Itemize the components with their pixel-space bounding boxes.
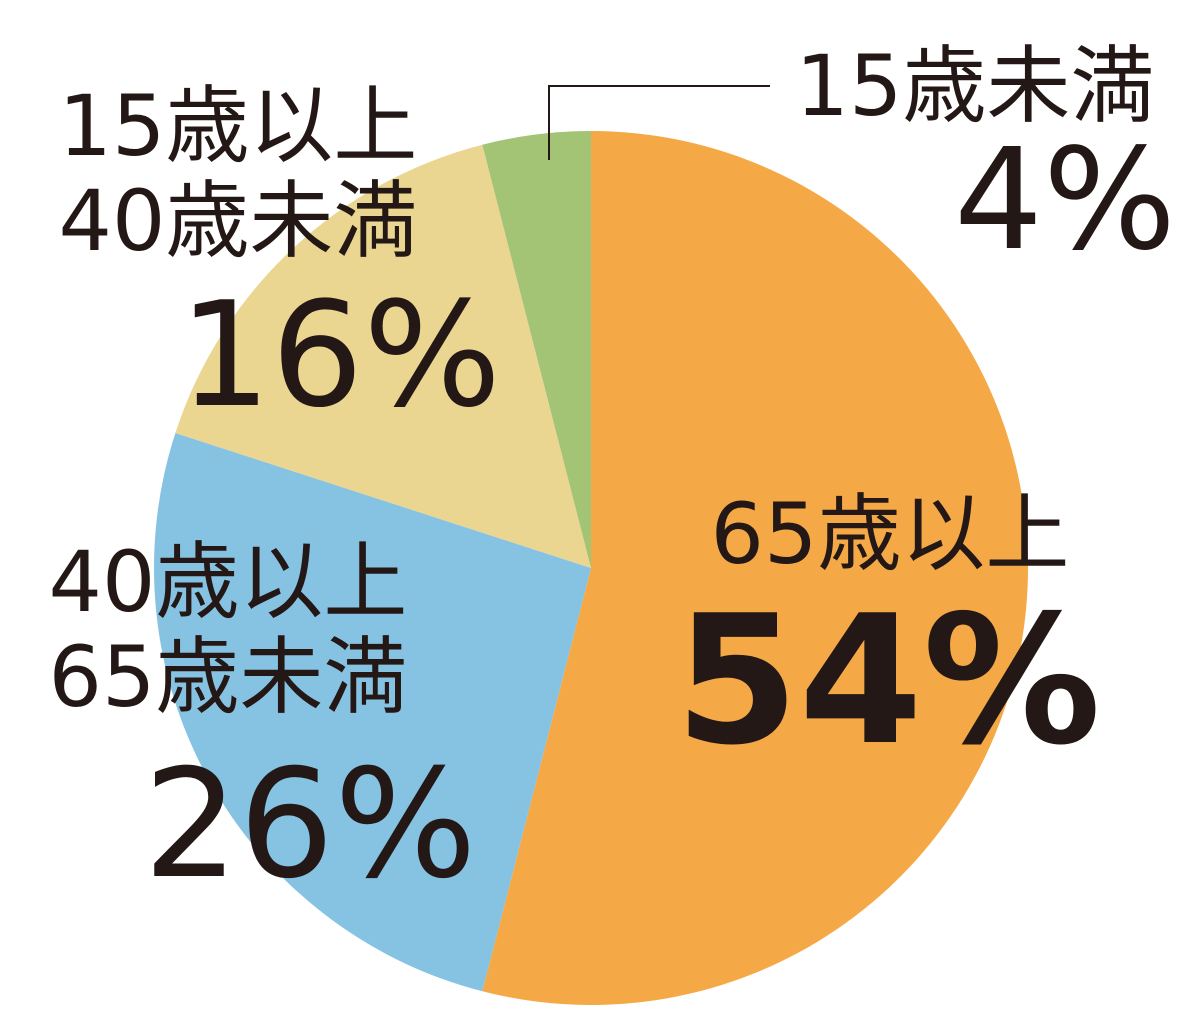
slice-40-65 — [154, 432, 591, 992]
slice-label-15-40-line1: 15歳以上 — [59, 77, 418, 175]
slice-15-40 — [175, 144, 591, 568]
leader-lines — [548, 85, 770, 160]
slice-under-15 — [482, 131, 591, 568]
label-group-65-over: 65歳以上 54% — [675, 485, 1101, 784]
label-group-40-65: 40歳以上 65歳未満 26% — [49, 533, 477, 912]
slice-label-40-65-line2: 65歳未満 — [49, 628, 408, 726]
slice-label-65-over: 65歳以上 — [711, 485, 1070, 583]
pie-slices — [154, 131, 1029, 1005]
slice-percent-40-65: 26% — [143, 738, 476, 912]
label-group-under-15: 15歳未満 4% — [796, 37, 1177, 282]
slice-percent-15-40: 16% — [179, 271, 501, 440]
leader-line-under-15 — [548, 85, 770, 160]
slice-65-over — [482, 131, 1029, 1005]
slice-label-under-15: 15歳未満 — [796, 37, 1155, 135]
slice-percent-under-15: 4% — [954, 119, 1176, 282]
label-group-15-40: 15歳以上 40歳未満 16% — [59, 77, 502, 440]
slice-label-15-40-line2: 40歳未満 — [59, 172, 418, 270]
slice-percent-65-over: 54% — [675, 577, 1101, 784]
slice-label-40-65-line1: 40歳以上 — [49, 533, 408, 631]
